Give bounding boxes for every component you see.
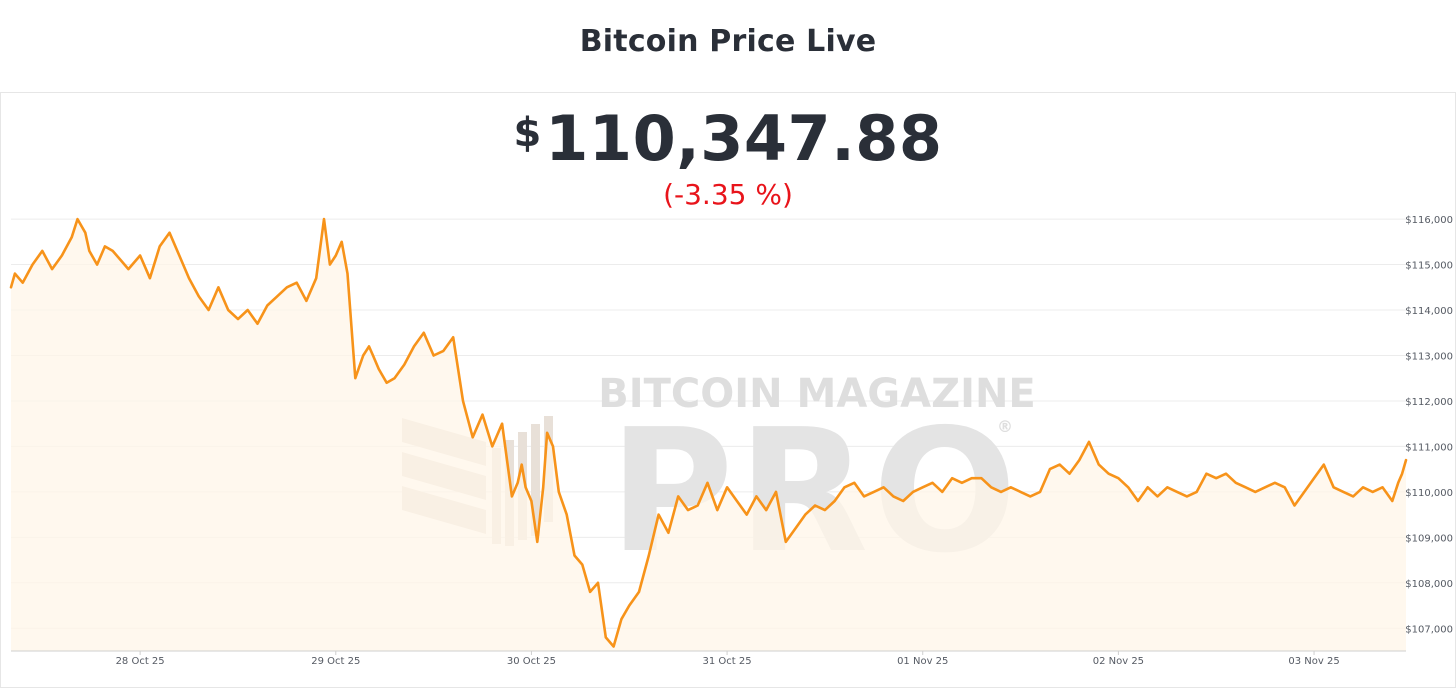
current-price: $110,347.88 [0,102,1456,175]
y-tick-label: $116,000 [1405,215,1453,226]
watermark-registered-mark: ® [997,417,1013,436]
price-currency-symbol: $ [513,110,542,156]
x-tick-label: 28 Oct 25 [116,656,165,667]
x-tick-label: 03 Nov 25 [1288,656,1339,667]
x-tick-label: 29 Oct 25 [311,656,360,667]
price-value: 110,347.88 [545,102,943,175]
y-tick-label: $110,000 [1405,488,1453,499]
page-title: Bitcoin Price Live [579,24,877,59]
y-tick-label: $107,000 [1405,624,1453,635]
y-tick-label: $109,000 [1405,533,1453,544]
price-change: (-3.35 %) [663,178,793,211]
x-tick-label: 01 Nov 25 [897,656,948,667]
y-tick-label: $114,000 [1405,306,1453,317]
price-line[interactable] [9,217,1408,648]
price-area-fill [11,219,1406,651]
x-axis: 28 Oct 25 29 Oct 25 30 Oct 25 31 Oct 25 01 N… [11,650,1406,667]
y-axis: $107,000 $108,000 $109,000 $110,000 $111,000… [1405,215,1453,635]
watermark-brand: BITCOIN MAGAZINE [598,371,1036,417]
x-tick-label: 02 Nov 25 [1093,656,1144,667]
y-tick-label: $113,000 [1405,351,1453,362]
x-tick-label: 30 Oct 25 [507,656,556,667]
y-tick-label: $112,000 [1405,397,1453,408]
y-tick-label: $111,000 [1405,442,1453,453]
y-tick-label: $115,000 [1405,261,1453,272]
y-tick-label: $108,000 [1405,579,1453,590]
x-tick-label: 31 Oct 25 [703,656,752,667]
